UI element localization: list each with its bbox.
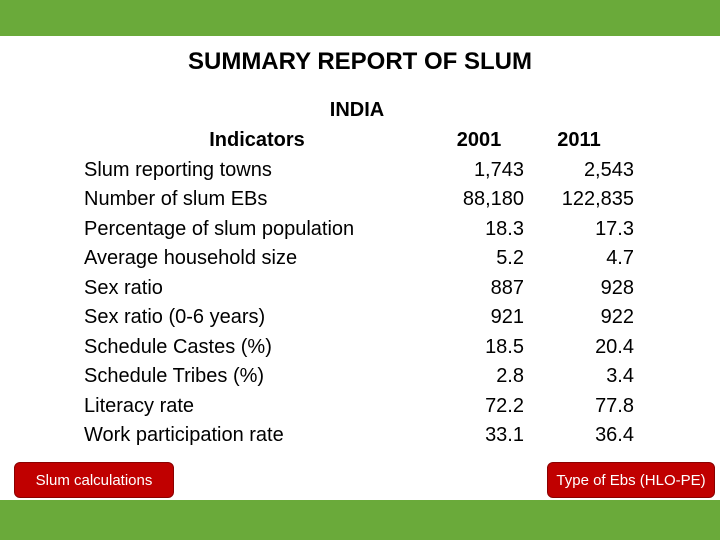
top-bar [0, 0, 720, 36]
row: Work participation rate 33.1 36.4 [80, 421, 634, 451]
row: Schedule Castes (%) 18.5 20.4 [80, 333, 634, 363]
row: Schedule Tribes (%) 2.8 3.4 [80, 362, 634, 392]
cell: 3.4 [606, 365, 634, 388]
cell: Sex ratio [84, 276, 163, 299]
cell: 5.2 [496, 247, 524, 270]
cell: 921 [490, 306, 524, 329]
cell: Slum reporting towns [84, 158, 272, 181]
region: INDIA [329, 99, 385, 121]
row: Literacy rate 72.2 77.8 [80, 392, 634, 422]
cell: Schedule Castes (%) [84, 335, 272, 358]
cell: Average household size [84, 247, 298, 270]
header-cell: 2001 [456, 129, 502, 152]
cell: 18.5 [485, 335, 524, 358]
cell: Sex ratio (0-6 years) [84, 306, 266, 329]
header-cell: 2011 [557, 129, 601, 152]
button[interactable]: Slum calculations [14, 462, 174, 498]
cell: 18.3 [485, 217, 524, 240]
cell: 72.2 [485, 394, 524, 417]
cell: 33.1 [485, 424, 524, 447]
title: SUMMARY REPORT OF SLUM [187, 48, 532, 75]
cell: Literacy rate [84, 394, 195, 417]
row: Percentage of slum population 18.3 17.3 [80, 215, 634, 245]
bottom-bar [0, 500, 720, 540]
summary-table: Indicators 2001 2011 Slum reporting towns 1… [80, 126, 634, 451]
cell: 4.7 [606, 247, 634, 270]
header-cell: Indicators [209, 129, 305, 152]
cell: 17.3 [595, 217, 634, 240]
cell: Schedule Tribes (%) [84, 365, 265, 388]
row: Number of slum EBs 88,180 122,835 [80, 185, 634, 215]
cell: 1,743 [473, 158, 524, 181]
header-row: Indicators 2001 2011 [80, 126, 634, 156]
cell: 928 [600, 276, 634, 299]
cell: 20.4 [595, 335, 634, 358]
row: Sex ratio (0-6 years) 921 922 [80, 303, 634, 333]
cell: 922 [600, 306, 634, 329]
cell: 88,180 [462, 188, 524, 211]
cell: 122,835 [561, 188, 634, 211]
cell: 2.8 [496, 365, 524, 388]
row: Average household size 5.2 4.7 [80, 244, 634, 274]
button[interactable]: Type of Ebs (HLO-PE) [547, 462, 715, 498]
cell: Percentage of slum population [84, 217, 355, 240]
row: Slum reporting towns 1,743 2,543 [80, 156, 634, 186]
cell: 887 [490, 276, 524, 299]
cell: 2,543 [583, 158, 634, 181]
cell: 36.4 [595, 424, 634, 447]
cell: Work participation rate [84, 424, 284, 447]
cell: 77.8 [595, 394, 634, 417]
row: Sex ratio 887 928 [80, 274, 634, 304]
cell: Number of slum EBs [84, 188, 268, 211]
